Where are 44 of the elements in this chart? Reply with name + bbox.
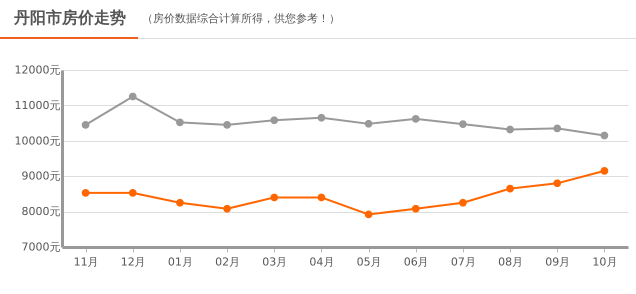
point <box>459 198 467 207</box>
x-tick-label: 01月 <box>168 256 193 268</box>
point <box>412 114 420 123</box>
point <box>270 194 278 202</box>
point <box>223 121 231 129</box>
x-tick-label: 06月 <box>404 256 429 268</box>
chart-subtitle: （房价数据综合计算所得，供您参考！） <box>141 11 340 27</box>
x-tick-label: 10月 <box>592 256 618 268</box>
point <box>412 204 420 213</box>
x-tick-label: 05月 <box>356 256 382 268</box>
x-tick-label: 08月 <box>498 256 524 268</box>
y-tick-label: 7000元 <box>22 240 60 254</box>
x-tick-label: 07月 <box>450 256 476 268</box>
point <box>318 114 326 122</box>
y-tick-label: 11000元 <box>14 98 60 112</box>
point <box>82 188 90 197</box>
y-tick-label: 9000元 <box>22 170 60 183</box>
y-tick-label: 8000元 <box>22 205 60 218</box>
x-tick-label: 12月 <box>120 256 146 268</box>
point <box>128 188 137 197</box>
x-tick-label: 11月 <box>74 256 99 268</box>
point <box>364 120 372 128</box>
x-tick-label: 04月 <box>309 256 334 268</box>
point <box>176 118 184 126</box>
point <box>600 167 608 175</box>
point <box>318 194 326 202</box>
point <box>553 179 562 188</box>
point <box>553 124 562 132</box>
chart-title: 丹阳市房价走势 <box>0 8 138 39</box>
point <box>270 116 278 124</box>
point <box>82 121 90 129</box>
x-tick-label: 03月 <box>262 256 288 268</box>
point <box>176 198 184 207</box>
point <box>364 210 372 218</box>
point <box>506 126 514 134</box>
y-tick-label: 10000元 <box>14 134 60 148</box>
point <box>459 120 467 128</box>
point <box>600 132 608 140</box>
x-tick-label: 09月 <box>545 256 570 268</box>
point <box>223 204 231 213</box>
point <box>506 184 514 192</box>
x-tick-label: 02月 <box>215 256 240 268</box>
point <box>128 92 137 100</box>
y-tick-label: 12000元 <box>14 64 60 76</box>
